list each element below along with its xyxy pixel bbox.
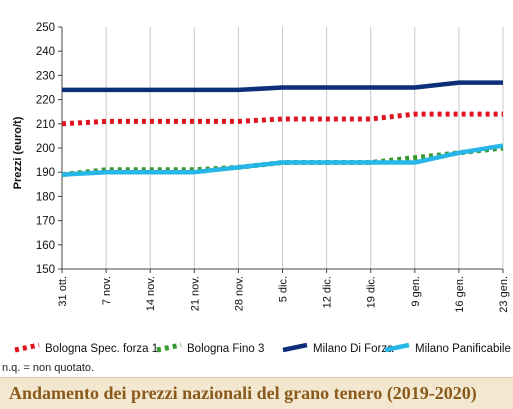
legend-label: Bologna Spec. forza 1 (45, 343, 158, 355)
chart-grid (105, 27, 504, 269)
x-tick-label: 7 nov. (101, 276, 113, 305)
title-banner: Andamento dei prezzi nazionali del grano… (0, 377, 513, 409)
y-tick-label: 230 (36, 70, 55, 82)
chart-axes (58, 26, 504, 273)
legend-swatch (156, 342, 182, 353)
y-tick-label: 210 (36, 119, 55, 131)
footnote: n.q. = non quotato. (2, 362, 95, 374)
y-tick-label: 150 (36, 264, 55, 276)
y-tick-labels: 150 160 170 180 190 200 210 220 230 240 250 (36, 22, 55, 276)
legend-swatch (282, 342, 308, 353)
x-tick-label: 5 dic. (278, 276, 290, 302)
legend-swatch (14, 342, 40, 353)
x-tick-label: 21 nov. (189, 276, 201, 311)
series-line-2 (61, 145, 504, 178)
x-tick-label: 9 gen. (410, 276, 422, 307)
series-line-4 (61, 143, 504, 177)
x-tick-labels: 31 ott. 7 nov. 14 nov. 21 nov. 28 nov. 5 dic.… (57, 276, 510, 313)
legend-item: Milano Panificabile (384, 342, 511, 355)
x-tick-label: 23 gen. (498, 276, 510, 313)
price-chart: 150 160 170 180 190 200 210 220 230 240 250 31 ott… (12, 22, 511, 355)
y-tick-label: 190 (36, 167, 55, 179)
x-tick-label: 16 gen. (454, 276, 466, 313)
y-axis-label: Prezzi (euro/t) (12, 116, 24, 189)
legend-item: Milano Di Forza (282, 342, 394, 355)
x-tick-label: 28 nov. (233, 276, 245, 311)
series-line-3 (62, 80, 503, 93)
series-line-1 (61, 111, 503, 127)
legend-item: Bologna Spec. forza 1 (14, 342, 158, 355)
y-tick-label: 180 (36, 191, 55, 203)
y-tick-label: 220 (36, 95, 55, 107)
x-tick-label: 12 dic. (322, 276, 334, 308)
banner-title: Andamento dei prezzi nazionali del grano… (9, 383, 477, 403)
legend-label: Milano Di Forza (313, 343, 394, 355)
legend-item: Bologna Fino 3 (156, 342, 264, 355)
y-tick-label: 170 (36, 216, 55, 228)
legend-label: Bologna Fino 3 (187, 343, 264, 355)
legend-swatch (384, 342, 410, 353)
y-tick-label: 200 (36, 143, 55, 155)
y-tick-label: 160 (36, 240, 55, 252)
x-tick-label: 14 nov. (145, 276, 157, 311)
legend-label: Milano Panificabile (415, 343, 511, 355)
x-tick-label: 19 dic. (366, 276, 378, 308)
chart-legend: Bologna Spec. forza 1 Bologna Fino 3 Milan… (14, 342, 511, 355)
x-tick-label: 31 ott. (57, 276, 69, 307)
y-tick-label: 240 (36, 46, 55, 58)
chart-series (61, 80, 504, 178)
y-tick-label: 250 (36, 22, 55, 34)
